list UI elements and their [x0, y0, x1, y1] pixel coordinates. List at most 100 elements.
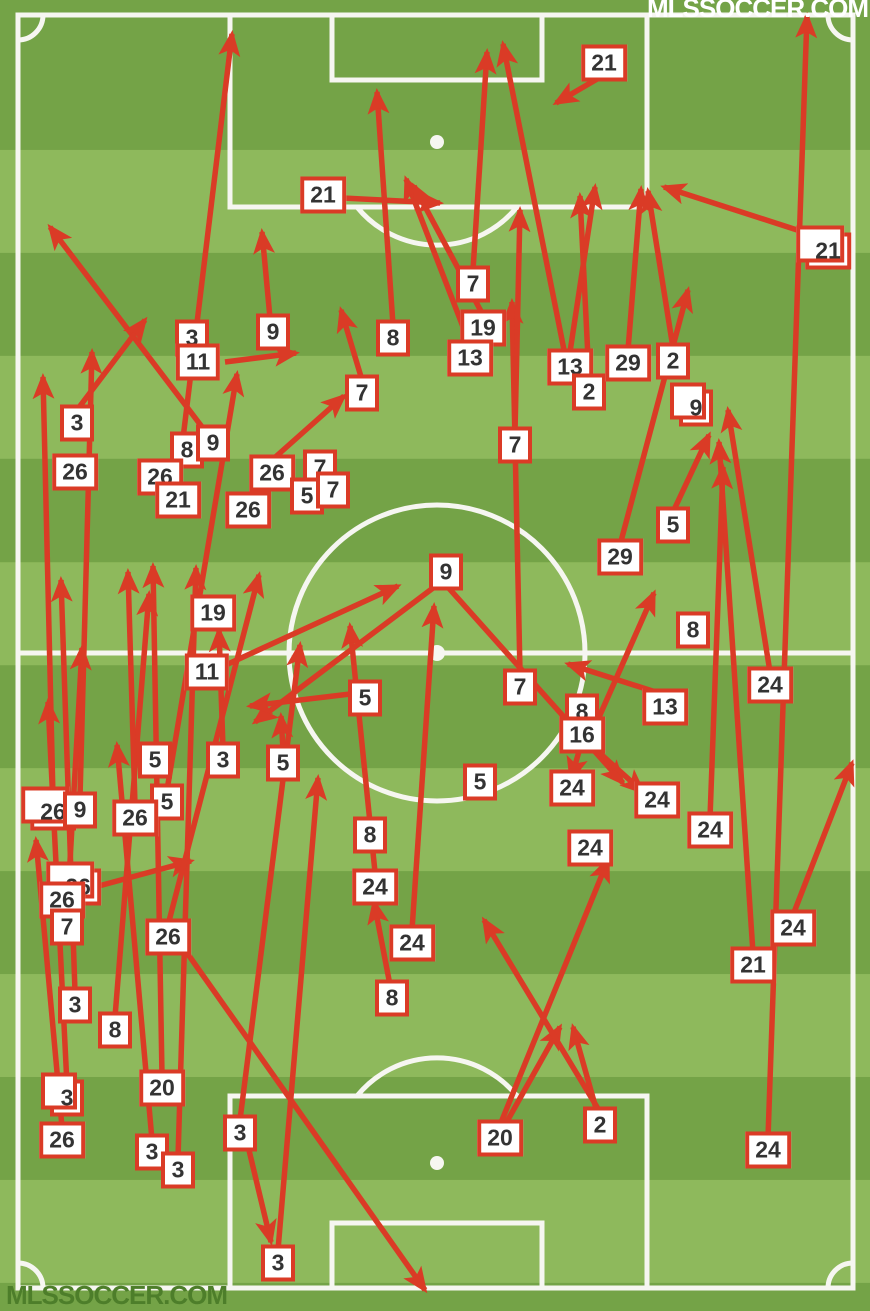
player-number-label: 3 — [60, 404, 94, 442]
player-number-label: 21 — [300, 176, 346, 214]
stacked-label-ghost — [796, 225, 844, 263]
pass-arrow — [117, 568, 140, 806]
pass-arrow — [226, 583, 402, 667]
player-number-label: 26 — [112, 799, 158, 837]
player-number-label: 3 — [161, 1151, 195, 1189]
player-number-label: 11 — [175, 343, 221, 381]
player-number-label: 7 — [50, 908, 84, 946]
pass-arrow — [336, 306, 365, 381]
pass-arrow — [182, 948, 428, 1294]
player-number-label: 24 — [352, 868, 398, 906]
top-goal-area — [329, 12, 545, 83]
player-number-label: 24 — [745, 1131, 791, 1169]
stacked-label-ghost — [21, 786, 69, 824]
player-number-label: 29 — [597, 538, 643, 576]
player-number-label: 24 — [770, 909, 816, 947]
player-number-label: 16 — [559, 716, 605, 754]
pass-arrow — [617, 286, 693, 546]
pass-arrow — [270, 393, 347, 463]
player-number-label: 24 — [687, 811, 733, 849]
player-number-label: 26 — [39, 1121, 85, 1159]
player-number-label: 8 — [98, 1011, 132, 1049]
player-number-label: 26 — [249, 454, 295, 492]
player-number-label: 2 — [656, 342, 690, 380]
player-number-label: 11 — [184, 653, 230, 691]
player-number-label: 26 — [145, 918, 191, 956]
pass-arrow — [253, 228, 275, 319]
pass-arrow — [367, 898, 393, 986]
player-number-label: 3 — [58, 986, 92, 1024]
pass-arrow — [790, 759, 855, 916]
player-number-label: 29 — [605, 344, 651, 382]
player-number-label: 24 — [389, 924, 435, 962]
bottom-goal-area — [329, 1220, 545, 1291]
player-number-label: 21 — [730, 946, 776, 984]
pass-arrow — [640, 187, 676, 349]
player-number-label: 26 — [52, 453, 98, 491]
player-number-label: 24 — [634, 781, 680, 819]
player-number-label: 5 — [138, 741, 172, 779]
player-number-label: 7 — [316, 471, 350, 509]
player-number-label: 24 — [567, 829, 613, 867]
watermark-top-right: MLSSOCCER.COM — [647, 0, 869, 23]
watermark-bottom-left: MLSSOCCER.COM — [6, 1280, 228, 1310]
pass-arrow — [271, 712, 294, 751]
player-number-label: 9 — [256, 313, 290, 351]
corner-arc-bottom-right — [825, 1260, 854, 1289]
player-number-label: 26 — [225, 491, 271, 529]
player-number-label: 8 — [376, 319, 410, 357]
pass-arrow — [409, 602, 444, 931]
player-number-label: 8 — [353, 816, 387, 854]
player-number-label: 21 — [581, 44, 627, 82]
player-number-label: 7 — [498, 426, 532, 464]
pass-arrow — [94, 856, 195, 890]
player-number-label: 8 — [676, 611, 710, 649]
pass-arrow — [508, 206, 531, 433]
player-number-label: 24 — [549, 769, 595, 807]
stacked-label-ghost — [41, 1072, 77, 1110]
pass-arrow — [720, 406, 773, 673]
pass-arrow — [32, 373, 56, 799]
pass-arrow — [567, 183, 603, 353]
player-number-label: 9 — [63, 791, 97, 829]
player-number-label: 7 — [456, 265, 490, 303]
player-number-label: 3 — [41, 1072, 84, 1117]
corner-arc-top-right — [825, 14, 854, 43]
player-number-label: 20 — [139, 1069, 185, 1107]
player-number-label: 9 — [429, 553, 463, 591]
pass-arrow — [74, 316, 148, 412]
player-number-label: 21 — [155, 481, 201, 519]
player-number-label: 19 — [190, 594, 236, 632]
pass-arrow — [497, 856, 611, 1127]
pass-arrow — [709, 438, 756, 954]
pass-arrow — [502, 1023, 563, 1127]
pass-arrow — [245, 1145, 277, 1246]
pass-arrow — [237, 641, 309, 1121]
player-number-label: 9 — [670, 382, 713, 427]
player-number-label: 2 — [583, 1106, 617, 1144]
pass-arrow — [224, 344, 300, 367]
pass-arrow — [670, 431, 712, 514]
pass-arrow — [501, 298, 524, 673]
player-number-label: 5 — [348, 679, 382, 717]
pass-arrow — [593, 589, 657, 726]
player-number-label: 9 — [196, 424, 230, 462]
pass-arrow — [707, 463, 734, 819]
pass-arrow — [570, 192, 593, 379]
player-number-label: 21 — [796, 225, 851, 270]
corner-arc-top-left — [17, 14, 46, 43]
pass-arrow — [367, 88, 396, 326]
pass-arrow — [246, 689, 368, 715]
player-number-label: 13 — [447, 339, 493, 377]
player-number-label: 13 — [642, 688, 688, 726]
player-number-label: 3 — [223, 1114, 257, 1152]
player-number-label: 3 — [261, 1244, 295, 1282]
bottom-penalty-arc — [355, 1055, 519, 1098]
pass-arrow — [275, 774, 328, 1251]
pass-arrow — [625, 185, 651, 351]
player-number-label: 8 — [375, 979, 409, 1017]
player-number-label: 20 — [477, 1119, 523, 1157]
player-number-label: 3 — [206, 741, 240, 779]
